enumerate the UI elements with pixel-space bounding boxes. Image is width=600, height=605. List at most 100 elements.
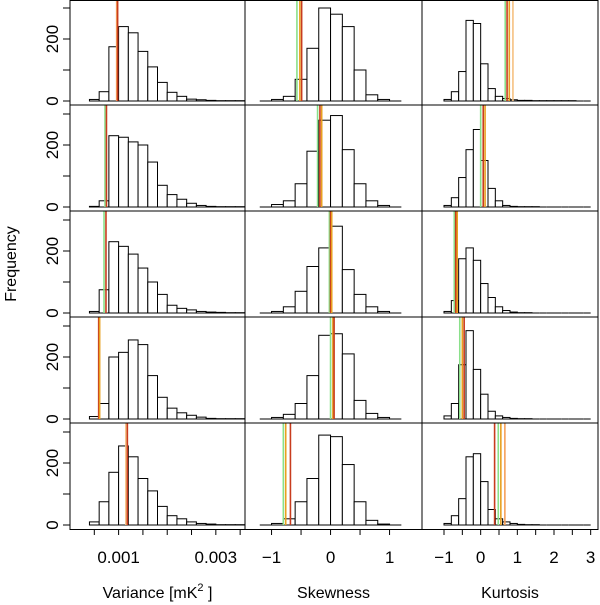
histogram-bar (377, 310, 391, 314)
histogram-bar (480, 283, 489, 314)
histogram-bar (516, 523, 526, 526)
histogram-bar (127, 339, 139, 420)
histogram-bar (195, 310, 207, 314)
histogram-bar (157, 293, 168, 314)
histogram-bar (509, 205, 518, 208)
y-tick-label: 200 (43, 449, 62, 477)
x-axis-title-text: Skewness (297, 585, 370, 602)
histogram-bar (186, 521, 197, 526)
histogram-bar (353, 293, 367, 314)
histogram-bar (365, 94, 379, 102)
histogram-bar (282, 95, 296, 102)
histogram-bar (487, 187, 496, 208)
histogram-bar (176, 198, 188, 208)
histogram-bar (450, 197, 460, 208)
histogram-bar (271, 204, 284, 208)
histogram-bar (166, 407, 178, 420)
x-tick-label: 0.003 (195, 548, 238, 567)
histogram-bar (294, 290, 308, 314)
histogram-bar (176, 95, 188, 102)
x-tick-label: 0.001 (97, 548, 140, 567)
histogram-bar (502, 521, 511, 526)
histogram-bar (205, 523, 217, 526)
histogram-bar (465, 456, 474, 526)
histogram-bar (502, 310, 511, 314)
histogram-bar (450, 515, 460, 526)
histogram-bar (205, 417, 217, 420)
histogram-bar (450, 403, 460, 420)
histogram-bar (524, 99, 533, 102)
histogram-bar (341, 464, 355, 526)
histogram-bar (318, 7, 332, 102)
x-tick-label: 1 (513, 548, 522, 567)
histogram-bar (487, 88, 496, 102)
x-tick-label: 3 (586, 548, 595, 567)
x-axis-title-skewness: Skewness (297, 585, 370, 602)
x-axis-title-suffix: ] (204, 585, 213, 602)
histogram-bar (127, 456, 139, 526)
histogram-bar (157, 81, 168, 102)
histogram-bar (330, 115, 343, 208)
histogram-bar (205, 99, 217, 102)
histogram-bar (509, 311, 518, 314)
histogram-bar (443, 204, 452, 208)
histogram-bar (465, 149, 474, 208)
histogram-bar (377, 204, 391, 208)
histogram-bar (147, 281, 158, 314)
histogram-bar (472, 129, 482, 208)
histogram-bar (118, 245, 129, 314)
histogram-bar (176, 518, 188, 526)
histogram-bar (458, 71, 467, 102)
histogram-bar (330, 13, 343, 102)
histogram-bar (318, 334, 332, 420)
histogram-bar (88, 521, 100, 526)
x-axis-title-superscript: 2 (197, 582, 203, 594)
histogram-bar (330, 436, 343, 526)
histogram-bar (377, 523, 391, 526)
histogram-bar (509, 417, 518, 420)
histogram-bar (271, 310, 284, 314)
grid-frame (69, 0, 599, 530)
histogram-bar (137, 478, 149, 526)
histogram-bar (306, 478, 320, 526)
histogram-bar (147, 161, 158, 208)
histogram-bar (195, 522, 207, 526)
y-tick-label: 0 (43, 520, 62, 529)
histogram-bar (215, 311, 227, 314)
histogram-bar (465, 330, 474, 420)
histogram-bar (294, 501, 308, 526)
histogram-bar (306, 375, 320, 420)
histogram-bar (472, 23, 482, 102)
histogram-bar (176, 412, 188, 420)
x-axis-title-kurtosis: Kurtosis (481, 585, 539, 602)
y-tick-label: 200 (43, 131, 62, 159)
x-axis-title-text: Variance [mK (103, 585, 198, 602)
histogram-bar (502, 416, 511, 420)
histogram-bar (306, 47, 320, 102)
histogram-bar (516, 99, 526, 102)
histogram-bar (108, 356, 120, 420)
x-tick-label: 2 (549, 548, 558, 567)
histogram-bar (365, 200, 379, 208)
x-axis-title-variance: Variance [mK2 ] (103, 582, 213, 602)
histogram-bar (186, 202, 197, 208)
histogram-bar (98, 91, 110, 102)
histogram-bar (282, 200, 296, 208)
histogram-bar (458, 258, 467, 314)
histogram-bar (353, 183, 367, 208)
histogram-bar (137, 50, 149, 102)
histogram-bar (443, 415, 452, 420)
histogram-bar (166, 515, 178, 526)
histogram-bar (318, 434, 332, 526)
y-axis-title: Frequency (3, 226, 20, 302)
histogram-bar (494, 200, 504, 208)
histogram-bar (137, 267, 149, 314)
histogram-bar (458, 498, 467, 526)
x-tick-label: 0 (326, 548, 335, 567)
y-tick-label: 200 (43, 237, 62, 265)
histogram-bar (480, 63, 489, 102)
histogram-bar (341, 26, 355, 102)
histogram-bar (294, 403, 308, 420)
histogram-bar (271, 416, 284, 420)
histogram-bar (353, 399, 367, 420)
